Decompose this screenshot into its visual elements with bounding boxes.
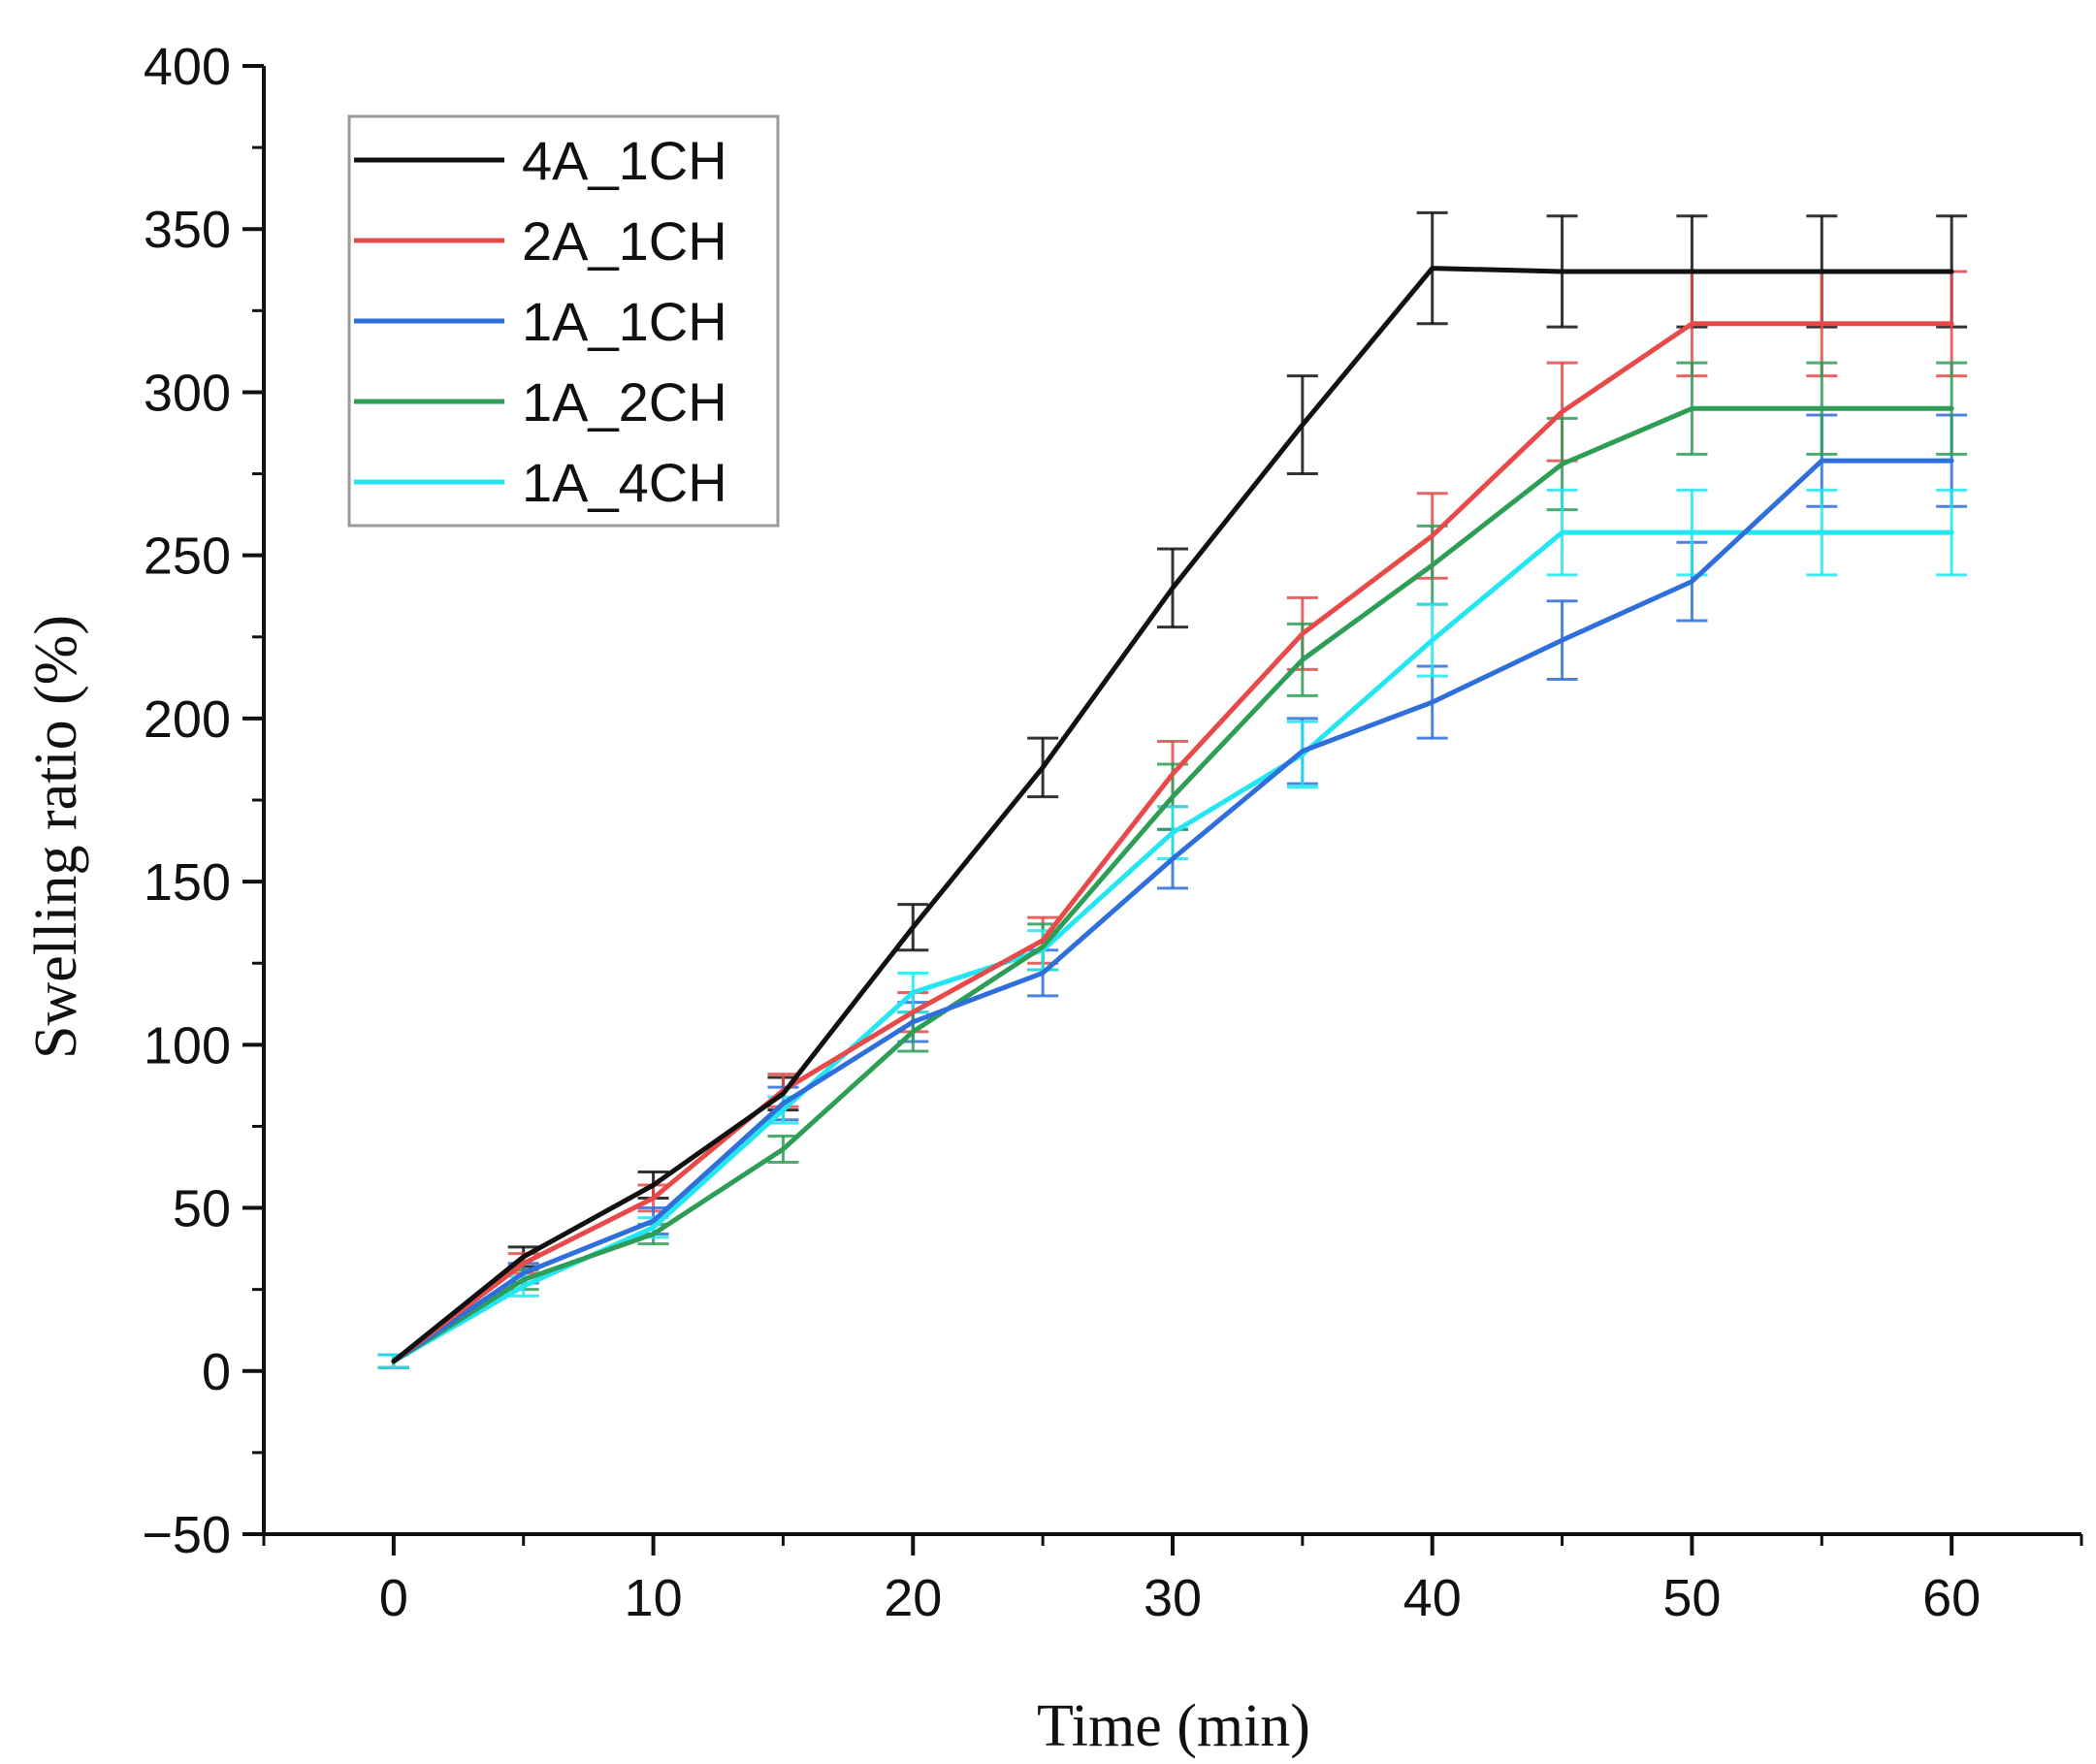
y-tick-label-300: 300 — [144, 364, 231, 422]
legend-label-1A_1CH: 1A_1CH — [522, 291, 727, 352]
y-tick-label-100: 100 — [144, 1016, 231, 1074]
x-tick-label-20: 20 — [884, 1569, 942, 1627]
legend-label-4A_1CH: 4A_1CH — [522, 130, 727, 191]
x-tick-label-40: 40 — [1403, 1569, 1462, 1627]
y-tick-label-400: 400 — [144, 38, 231, 96]
series-line-4A_1CH — [391, 266, 1954, 1364]
x-tick-label-50: 50 — [1662, 1569, 1721, 1627]
legend-label-1A_4CH: 1A_4CH — [522, 452, 727, 513]
x-axis-title: Time (min) — [1037, 1693, 1310, 1759]
series-line-1A_4CH — [391, 529, 1954, 1364]
x-tick-label-60: 60 — [1922, 1569, 1981, 1627]
series-line-1A_2CH — [391, 405, 1954, 1364]
series-line-2A_1CH — [391, 321, 1954, 1364]
ticks: −50 0 50 100 150 200 250 300 350 400 0 10 20 30 40 50 60 — [142, 38, 2083, 1627]
series-lines — [391, 266, 1954, 1364]
y-tick-label-350: 350 — [144, 201, 231, 259]
x-tick-label-30: 30 — [1144, 1569, 1202, 1627]
y-axis-title: Swelling ratio (%) — [23, 615, 89, 1059]
y-tick-label-0: 0 — [202, 1343, 231, 1401]
x-tick-label-0: 0 — [379, 1569, 408, 1627]
legend-label-2A_1CH: 2A_1CH — [522, 210, 727, 272]
x-tick-label-10: 10 — [625, 1569, 683, 1627]
legend-label-1A_2CH: 1A_2CH — [522, 371, 727, 433]
legend: 4A_1CH 2A_1CH 1A_1CH 1A_2CH 1A_4CH — [347, 114, 780, 528]
y-tick-label-50: 50 — [173, 1180, 231, 1238]
series-line-1A_1CH — [391, 458, 1954, 1364]
y-tick-label--50: −50 — [142, 1506, 231, 1564]
y-tick-label-150: 150 — [144, 853, 231, 912]
y-tick-label-250: 250 — [144, 528, 231, 586]
y-tick-label-200: 200 — [144, 690, 231, 749]
